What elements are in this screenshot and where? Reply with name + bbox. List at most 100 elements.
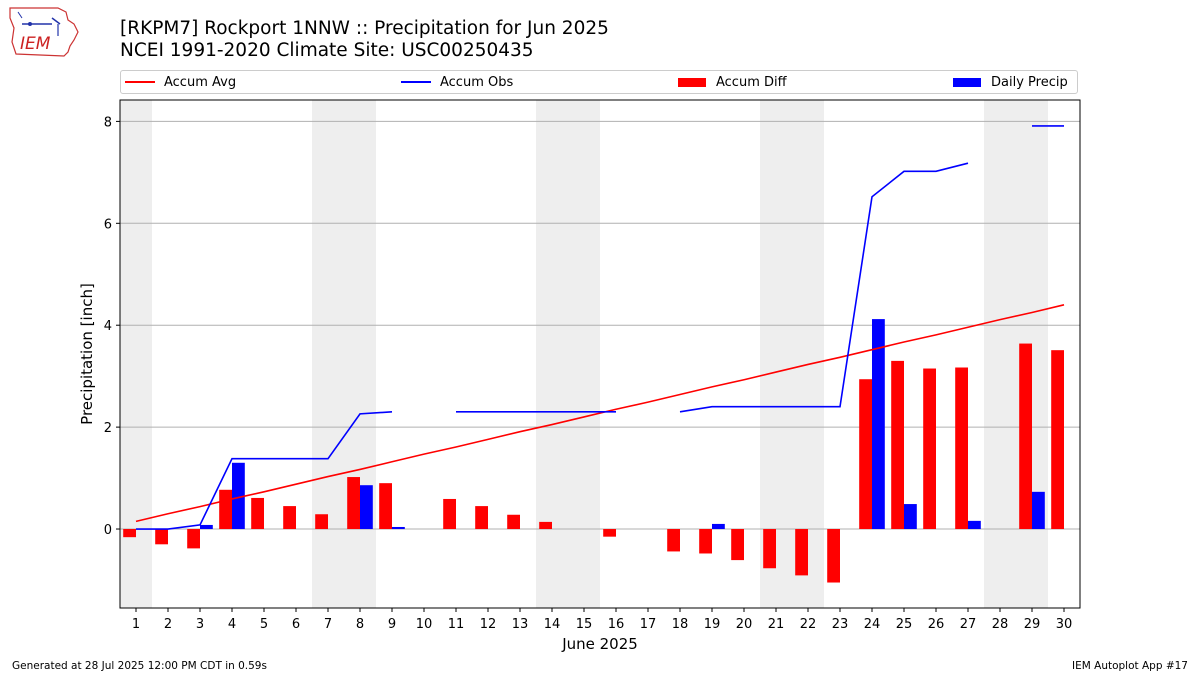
y-tick-label: 2: [104, 421, 112, 436]
legend-item-accum-avg: Accum Avg: [125, 71, 236, 93]
daily-precip-bar: [712, 523, 725, 530]
x-tick-label: 7: [324, 617, 332, 632]
x-tick-label: 22: [800, 617, 817, 632]
weekend-shading: [120, 100, 1048, 608]
accum-avg-line: [135, 304, 1065, 523]
accum-diff-bar: [187, 529, 200, 549]
y-tick-label: 0: [104, 523, 112, 538]
x-tick-label: 26: [928, 617, 945, 632]
x-axis-label: June 2025: [561, 635, 638, 653]
legend-swatch-accum-diff: [678, 77, 706, 87]
legend-item-accum-obs: Accum Obs: [401, 71, 513, 93]
x-tick-label: 15: [576, 617, 593, 632]
x-tick-label: 9: [388, 617, 396, 632]
iem-logo: IEM: [8, 6, 80, 58]
weekend-band: [120, 100, 152, 608]
accum-diff-bar: [667, 529, 680, 552]
daily-precip-bar: [872, 319, 885, 530]
y-tick-label: 6: [104, 217, 112, 232]
x-tick-label: 6: [292, 617, 300, 632]
weekend-band: [536, 100, 600, 608]
x-tick-label: 13: [512, 617, 529, 632]
y-gridlines: [120, 120, 1080, 530]
x-tick-label: 28: [992, 617, 1009, 632]
x-tick-label: 30: [1056, 617, 1073, 632]
legend-label-accum-avg: Accum Avg: [164, 74, 237, 90]
x-tick-label: 19: [704, 617, 721, 632]
accum-diff-bar: [891, 360, 904, 530]
daily-precip-bar: [232, 462, 245, 530]
accum-diff-bar: [315, 514, 328, 530]
accum-diff-bar: [731, 529, 744, 561]
x-tick-label: 11: [448, 617, 465, 632]
weekend-band: [312, 100, 376, 608]
x-tick-label: 10: [416, 617, 433, 632]
accum-diff-bar: [219, 489, 232, 530]
x-tick-label: 5: [260, 617, 268, 632]
accum-diff-bar: [923, 368, 936, 530]
accum-diff-bar: [379, 483, 392, 530]
x-tick-label: 23: [832, 617, 849, 632]
x-tick-label: 27: [960, 617, 977, 632]
accum-diff-bar: [283, 506, 296, 530]
x-tick-label: 25: [896, 617, 913, 632]
legend-item-daily-precip: Daily Precip: [953, 71, 1068, 93]
daily-precip-bar: [360, 485, 373, 530]
x-tick-label: 24: [864, 617, 881, 632]
x-tick-label: 18: [672, 617, 689, 632]
y-axis-label: Precipitation [inch]: [78, 283, 96, 425]
x-tick-label: 1: [132, 617, 140, 632]
daily-precip-bar: [968, 520, 981, 530]
x-tick-label: 3: [196, 617, 204, 632]
x-tick-label: 12: [480, 617, 497, 632]
accum-diff-bar: [251, 497, 264, 530]
logo-text: IEM: [20, 34, 51, 54]
accum-diff-bar: [347, 477, 360, 530]
accum-diff-bar: [699, 529, 712, 554]
accum-diff-bar: [1019, 343, 1032, 530]
x-tick-label: 17: [640, 617, 657, 632]
footer-app: IEM Autoplot App #17: [1072, 660, 1188, 672]
accum-diff-bar: [155, 529, 168, 545]
chart-title: [RKPM7] Rockport 1NNW :: Precipitation f…: [120, 18, 609, 62]
x-tick-label: 20: [736, 617, 753, 632]
legend-label-accum-obs: Accum Obs: [440, 74, 514, 90]
x-tick-label: 21: [768, 617, 785, 632]
accum-diff-bar: [123, 529, 136, 538]
legend-label-daily-precip: Daily Precip: [991, 74, 1068, 90]
accum-diff-bar: [443, 498, 456, 530]
accum-obs-line: [136, 411, 393, 530]
accum-diff-bar: [507, 514, 520, 530]
accum-diff-bar: [795, 529, 808, 576]
chart-title-line1: [RKPM7] Rockport 1NNW :: Precipitation f…: [120, 18, 609, 39]
footer-generated: Generated at 28 Jul 2025 12:00 PM CDT in…: [12, 660, 267, 672]
accum-diff-bar: [955, 367, 968, 530]
accum-diff-bar: [827, 529, 840, 583]
x-tick-label: 16: [608, 617, 625, 632]
plot-frame: [119, 99, 1081, 609]
accum-diff-bar: [763, 529, 776, 569]
lines: [135, 125, 1065, 530]
legend-item-accum-diff: Accum Diff: [678, 71, 787, 93]
accum-diff-bar: [1051, 350, 1064, 530]
accum-diff-bar: [859, 379, 872, 530]
x-tick-label: 29: [1024, 617, 1041, 632]
x-tick-label: 8: [356, 617, 364, 632]
bars: [123, 319, 1064, 583]
x-tick-label: 4: [228, 617, 236, 632]
legend: Accum Avg Accum Obs Accum Diff Daily Pre…: [120, 70, 1078, 94]
y-tick-label: 4: [104, 319, 112, 334]
daily-precip-bar: [904, 504, 917, 530]
accum-diff-bar: [539, 521, 552, 530]
accum-diff-bar: [603, 529, 616, 537]
x-tick-label: 14: [544, 617, 561, 632]
accum-obs-line: [679, 162, 969, 413]
accum-diff-bar: [475, 506, 488, 530]
x-tick-label: 2: [164, 617, 172, 632]
daily-precip-bar: [200, 524, 213, 530]
chart-title-line2: NCEI 1991-2020 Climate Site: USC00250435: [120, 40, 534, 61]
legend-swatch-accum-avg: [125, 81, 155, 83]
legend-label-accum-diff: Accum Diff: [716, 74, 787, 90]
weekend-band: [760, 100, 824, 608]
